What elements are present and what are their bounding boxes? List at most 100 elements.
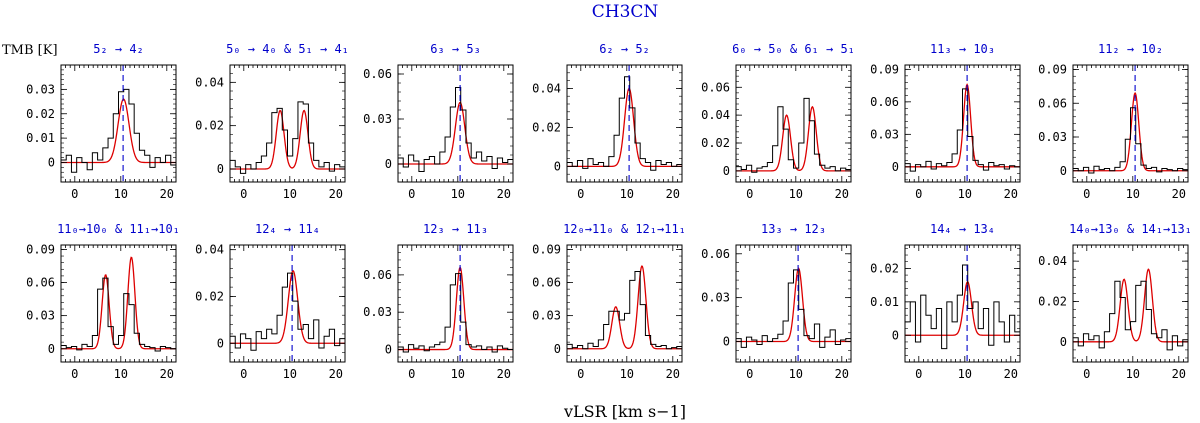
- panel-title: 6₂ → 5₂: [599, 42, 650, 56]
- panel-title: 14₀→13₀ & 14₁→13₁: [1069, 222, 1192, 236]
- y-tick-label: 0.06: [701, 247, 730, 261]
- x-tick-label: 10: [620, 187, 634, 201]
- x-tick-label: 0: [71, 367, 78, 381]
- observed-spectrum: [61, 88, 176, 173]
- panel-frame: [735, 64, 852, 183]
- x-tick-label: 20: [329, 367, 343, 381]
- y-axis-label: TMB [K]: [2, 43, 58, 58]
- panel-title: 14₄ → 13₄: [930, 222, 995, 236]
- y-tick-label: 0.09: [532, 242, 561, 256]
- x-tick-label: 0: [240, 187, 247, 201]
- observed-spectrum: [398, 273, 513, 353]
- panel-title: 11₂ → 10₂: [1098, 42, 1163, 56]
- y-tick-label: 0.03: [532, 309, 561, 323]
- x-tick-label: 10: [451, 367, 465, 381]
- y-tick-label: 0.01: [26, 131, 55, 145]
- fit-curve: [736, 267, 851, 343]
- y-tick-label: 0.06: [26, 276, 55, 290]
- panel-frame: [904, 64, 1021, 183]
- y-tick-label: 0: [217, 162, 224, 176]
- x-tick-label: 20: [160, 187, 174, 201]
- y-tick-label: 0.03: [363, 305, 392, 319]
- fit-curve: [61, 256, 176, 350]
- y-tick-label: 0: [385, 157, 392, 171]
- y-tick-label: 0.04: [195, 75, 224, 89]
- panel-frame: [735, 244, 852, 363]
- y-tick-label: 0.03: [26, 309, 55, 323]
- fit-curve: [398, 266, 513, 351]
- figure-title: CH3CN: [592, 2, 659, 22]
- panels: 5₂ → 4₂ 0 10 20 0 0.01 0.02 0.03 5₀ → 4₀ & 5₁ → …: [26, 42, 1192, 381]
- x-tick-label: 10: [451, 187, 465, 201]
- panel-frame: [60, 244, 177, 363]
- observed-spectrum: [1073, 280, 1188, 351]
- panel-12: 13₃ → 12₃ 0 10 20 0 0.03 0.06: [701, 222, 852, 381]
- x-axis-label: vLSR [km s−1]: [563, 402, 686, 421]
- observed-spectrum: [736, 97, 851, 173]
- fit-curve: [398, 101, 513, 165]
- panel-3: 6₃ → 5₃ 0 10 20 0 0.03 0.06: [363, 42, 514, 201]
- x-tick-label: 10: [1126, 187, 1140, 201]
- observed-spectrum: [398, 87, 513, 172]
- y-tick-label: 0.03: [870, 127, 899, 141]
- observed-spectrum: [567, 270, 682, 350]
- y-tick-label: 0: [1060, 335, 1067, 349]
- x-tick-label: 20: [160, 367, 174, 381]
- fit-curve: [61, 98, 176, 164]
- y-tick-label: 0: [385, 343, 392, 357]
- y-tick-label: 0: [723, 164, 730, 178]
- x-tick-label: 10: [114, 367, 128, 381]
- y-tick-label: 0.02: [195, 119, 224, 133]
- x-tick-label: 0: [1083, 187, 1090, 201]
- y-tick-label: 0.04: [701, 108, 730, 122]
- x-tick-label: 0: [71, 187, 78, 201]
- x-tick-label: 10: [620, 367, 634, 381]
- y-tick-label: 0: [554, 342, 561, 356]
- panel-title: 5₀ → 4₀ & 5₁ → 4₁: [226, 42, 349, 56]
- y-tick-label: 0.06: [363, 268, 392, 282]
- y-tick-label: 0: [892, 160, 899, 174]
- y-tick-label: 0.02: [870, 261, 899, 275]
- x-tick-label: 20: [1172, 367, 1186, 381]
- panel-title: 6₀ → 5₀ & 6₁ → 5₁: [732, 42, 855, 56]
- panel-frame: [904, 244, 1021, 363]
- observed-spectrum: [567, 76, 682, 171]
- panel-2: 5₀ → 4₀ & 5₁ → 4₁ 0 10 20 0 0.02 0.04: [195, 42, 349, 201]
- y-tick-label: 0: [217, 336, 224, 350]
- y-tick-label: 0.03: [1038, 130, 1067, 144]
- x-tick-label: 0: [408, 187, 415, 201]
- x-tick-label: 20: [329, 187, 343, 201]
- x-tick-label: 10: [958, 367, 972, 381]
- x-tick-label: 20: [666, 367, 680, 381]
- panel-title: 5₂ → 4₂: [93, 42, 144, 56]
- y-tick-label: 0.03: [26, 82, 55, 96]
- y-tick-label: 0.04: [1038, 254, 1067, 268]
- y-tick-label: 0.02: [1038, 294, 1067, 308]
- y-tick-label: 0.02: [26, 107, 55, 121]
- y-tick-label: 0.02: [195, 289, 224, 303]
- x-tick-label: 10: [789, 367, 803, 381]
- x-tick-label: 20: [835, 187, 849, 201]
- fit-curve: [230, 270, 345, 344]
- panel-8: 11₀→10₀ & 11₁→10₁ 0 10 20 0 0.03 0.06 0.09: [26, 222, 180, 381]
- panel-frame: [566, 244, 683, 363]
- panel-title: 12₀→11₀ & 12₁→11₁: [563, 222, 686, 236]
- panel-frame: [229, 64, 346, 183]
- y-tick-label: 0: [48, 156, 55, 170]
- x-tick-label: 10: [283, 367, 297, 381]
- panel-title: 11₃ → 10₃: [930, 42, 995, 56]
- panel-11: 12₀→11₀ & 12₁→11₁ 0 10 20 0 0.03 0.06 0.09: [532, 222, 686, 381]
- observed-spectrum: [905, 264, 1020, 350]
- x-tick-label: 20: [1172, 187, 1186, 201]
- y-tick-label: 0.09: [870, 62, 899, 76]
- y-tick-label: 0.06: [701, 80, 730, 94]
- fit-curve: [567, 265, 682, 350]
- y-tick-label: 0: [1060, 164, 1067, 178]
- y-tick-label: 0.04: [195, 243, 224, 257]
- y-tick-label: 0.04: [532, 81, 561, 95]
- panel-5: 6₀ → 5₀ & 6₁ → 5₁ 0 10 20 0 0.02 0.04 0.06: [701, 42, 855, 201]
- panel-13: 14₄ → 13₄ 0 10 20 0 0.01 0.02: [870, 222, 1021, 381]
- panel-title: 6₃ → 5₃: [430, 42, 481, 56]
- y-tick-label: 0.06: [870, 95, 899, 109]
